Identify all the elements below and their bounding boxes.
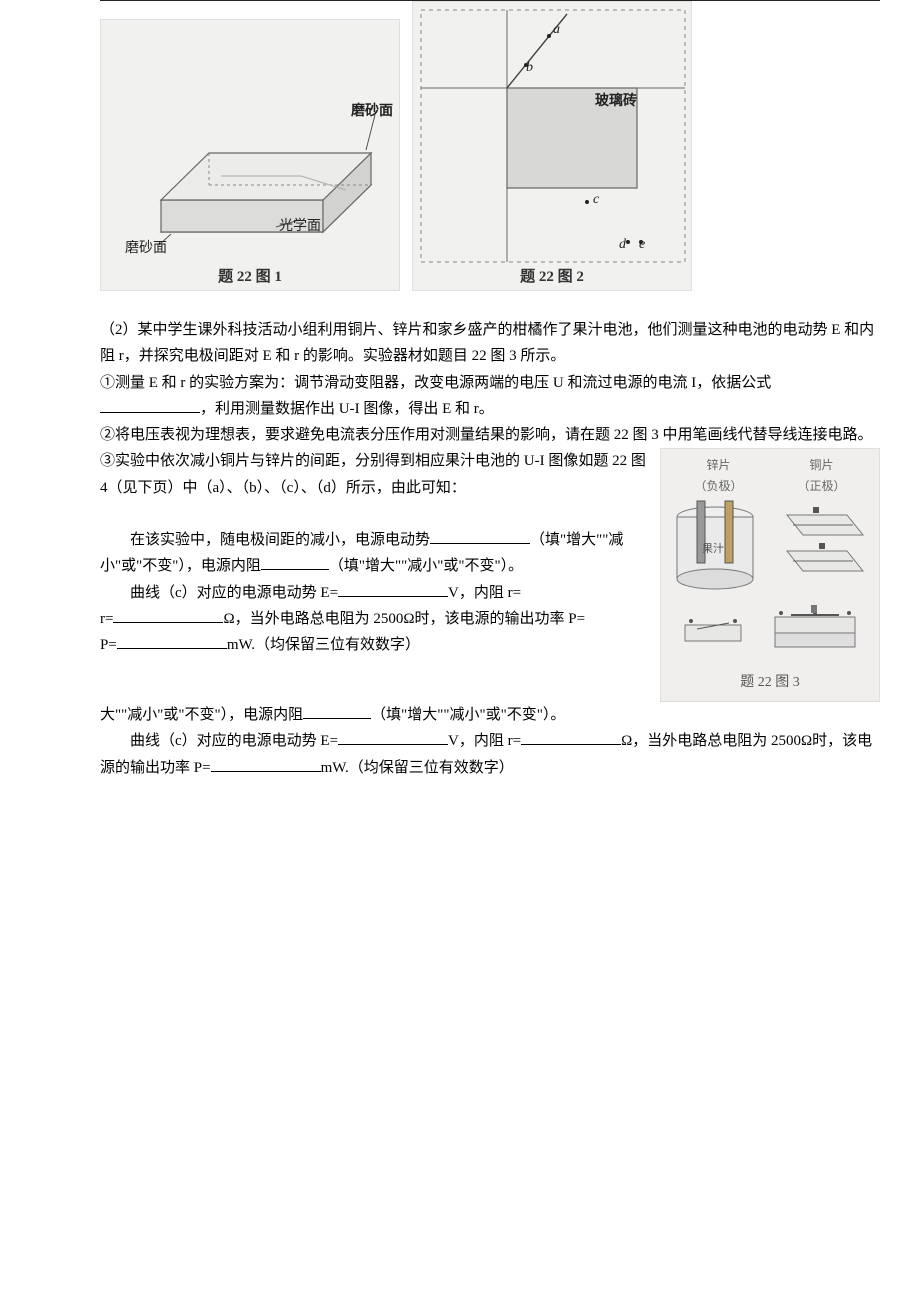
q3-c-a3: Ω，当外电路总电阻为 2500Ω时，该电源的输出功率 P= [223,611,585,627]
label-b: b [526,60,533,76]
side-text: ③实验中依次减小铜片与锌片的间距，分别得到相应果汁电池的 U-I 图像如题 22… [100,448,646,658]
q3-c-a1: 曲线（c）对应的电源电动势 E= [130,585,338,601]
p2-intro: （2）某中学生课外科技活动小组利用铜片、锌片和家乡盛产的柑橘作了果汁电池，他们测… [100,317,880,370]
q1-b: ，利用测量数据作出 U-I 图像，得出 E 和 r。 [200,401,494,417]
rep-b1: 曲线（c）对应的电源电动势 E= [130,733,338,749]
figure-row: 磨砂面 光学面 磨砂面 题 22 图 1 a b 玻璃砖 c d [100,1,720,297]
rep-a2: （填"增大""减小"或"不变"）。 [371,707,565,723]
repeat-line-1: 大""减小"或"不变"），电源内阻 （填"增大""减小"或"不变"）。 [100,702,880,728]
q3-curve-2: r=Ω，当外电路总电阻为 2500Ω时，该电源的输出功率 P= [100,606,646,632]
label-d: d [619,237,626,253]
q3-curve-3: P=mW.（均保留三位有效数字） [100,632,646,658]
blank-emf-trend [430,530,530,545]
label-c: c [593,192,599,208]
prism-svg [101,20,401,270]
figure-22-1: 磨砂面 光学面 磨砂面 题 22 图 1 [100,19,400,291]
q1-line: ①测量 E 和 r 的实验方案为：调节滑动变阻器，改变电源两端的电压 U 和流过… [100,370,880,423]
blank-r-trend [261,556,329,571]
copper-label: 铜片 [797,455,845,476]
figure-22-1-caption: 题 22 图 1 [101,265,399,286]
q2-line: ②将电压表视为理想表，要求避免电流表分压作用对测量结果的影响，请在题 22 图 … [100,422,880,448]
glass-svg [413,2,693,270]
q3-c-a4: mW.（均保留三位有效数字） [227,637,420,653]
q3-fill: 在该实验中，随电极间距的减小，电源电动势（填"增大""减小"或"不变"），电源内… [100,527,646,580]
figure-22-3: 锌片 （负极） 铜片 （正极） 果汁 [660,448,880,702]
label-e: e [639,237,645,253]
label-frosted-left: 磨砂面 [125,237,167,257]
figure-22-2: a b 玻璃砖 c d e 题 22 图 2 [412,1,692,291]
electrode-labels: 锌片 （负极） 铜片 （正极） [667,455,873,497]
rep-a1: 大""减小"或"不变"），电源内阻 [100,707,303,723]
copper-label-block: 铜片 （正极） [797,455,845,497]
apparatus-svg: 果汁 [667,497,873,657]
q1-a: ①测量 E 和 r 的实验方案为：调节滑动变阻器，改变电源两端的电压 U 和流过… [100,375,771,391]
q3-intro: ③实验中依次减小铜片与锌片的间距，分别得到相应果汁电池的 U-I 图像如题 22… [100,448,646,501]
q3-curve: 曲线（c）对应的电源电动势 E= V，内阻 r= [100,580,646,606]
label-glass: 玻璃砖 [595,90,637,110]
zinc-sub: （负极） [694,476,742,497]
blank-r [113,608,223,623]
blank-r-2 [521,731,621,746]
blank-r-trend-2 [303,705,371,720]
content-body: （2）某中学生课外科技活动小组利用铜片、锌片和家乡盛产的柑橘作了果汁电池，他们测… [100,317,880,781]
zinc-label-block: 锌片 （负极） [694,455,742,497]
page-root: 磨砂面 光学面 磨砂面 题 22 图 1 a b 玻璃砖 c d [0,0,920,781]
repeat-line-2: 曲线（c）对应的电源电动势 E=V，内阻 r=Ω，当外电路总电阻为 2500Ω时… [100,728,880,781]
label-frosted-top: 磨砂面 [351,100,393,120]
figure-22-3-caption: 题 22 图 3 [667,671,873,696]
figure-22-2-caption: 题 22 图 2 [413,265,691,286]
blank-E-2 [338,731,448,746]
label-a: a [553,22,560,38]
rep-b2: V，内阻 r= [448,733,521,749]
q3-f-a3: （填"增大""减小"或"不变"）。 [329,558,523,574]
blank-formula [100,398,200,413]
rep-b4: mW.（均保留三位有效数字） [321,760,514,776]
q3-f-a1: 在该实验中，随电极间距的减小，电源电动势 [130,532,430,548]
blank-P [117,635,227,650]
label-optical: 光学面 [279,215,321,235]
copper-sub: （正极） [797,476,845,497]
blank-P-2 [211,757,321,772]
juice-text: 果汁 [702,542,724,555]
blank-E [338,582,448,597]
zinc-label: 锌片 [694,455,742,476]
side-wrap: ③实验中依次减小铜片与锌片的间距，分别得到相应果汁电池的 U-I 图像如题 22… [100,448,880,702]
q3-c-a2: V，内阻 r= [448,585,521,601]
